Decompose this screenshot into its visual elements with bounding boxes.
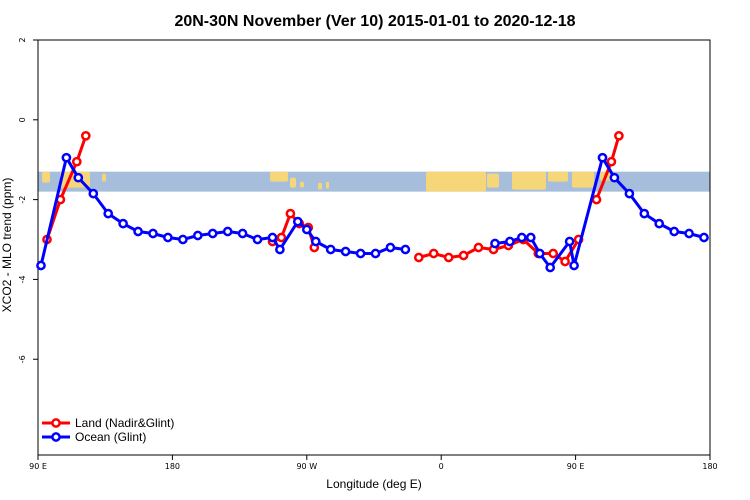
map-land-shape: [426, 171, 486, 192]
data-point: [564, 236, 575, 247]
series-ocean: [36, 152, 709, 273]
data-point: [370, 248, 381, 259]
data-point: [609, 172, 620, 183]
plot-frame: [37, 39, 711, 456]
map-land-shape: [572, 171, 594, 188]
data-point: [516, 232, 527, 243]
data-point: [237, 228, 248, 239]
data-point: [606, 156, 617, 167]
x-axis-ticks: 90 E 180 90 W 0 90 E 180: [29, 455, 718, 471]
map-land-shape: [270, 171, 288, 182]
data-point: [118, 218, 128, 229]
data-point: [133, 226, 143, 237]
data-point: [654, 218, 665, 229]
x-tick-label: 90 W: [296, 462, 317, 471]
data-point: [207, 228, 218, 239]
data-point: [473, 242, 484, 253]
map-land-shape: [300, 181, 304, 188]
data-point: [285, 208, 296, 219]
data-point: [178, 234, 188, 245]
data-point: [684, 228, 694, 239]
legend: Land (Nadir&Glint)Ocean (Glint): [42, 416, 174, 444]
x-tick-label: 180: [165, 462, 180, 471]
x-tick-label: 0: [439, 462, 444, 471]
data-point: [276, 232, 287, 243]
data-point: [699, 232, 709, 243]
x-tick-label: 90 E: [29, 462, 47, 471]
legend-marker: [51, 418, 61, 428]
data-point: [355, 248, 366, 259]
data-point: [443, 252, 454, 263]
data-point: [88, 188, 99, 199]
legend-label: Ocean (Glint): [75, 430, 146, 444]
data-point: [275, 244, 285, 255]
data-point: [591, 194, 602, 205]
data-point: [71, 156, 82, 167]
data-point: [192, 230, 203, 241]
map-land-shape: [290, 177, 296, 188]
data-point: [545, 262, 556, 273]
world-map-strip: [38, 171, 710, 192]
y-axis-label: XCO2 - MLO trend (ppm): [0, 178, 14, 313]
data-point: [103, 208, 114, 219]
y-tick-label: -2: [18, 196, 27, 204]
data-point: [534, 248, 545, 259]
data-point: [73, 172, 84, 183]
data-point: [310, 236, 321, 247]
x-axis-label: Longitude (deg E): [326, 477, 421, 491]
data-point: [61, 152, 72, 163]
data-point: [458, 250, 469, 261]
legend-marker: [51, 432, 61, 442]
data-point: [325, 244, 336, 255]
data-point: [639, 208, 650, 219]
map-land-shape: [318, 182, 322, 190]
map-land-shape: [326, 181, 329, 189]
data-point: [569, 260, 579, 271]
x-tick-label: 180: [702, 462, 717, 471]
x-tick-label: 90 E: [567, 462, 585, 471]
map-land-shape: [487, 173, 499, 188]
data-point: [624, 188, 635, 199]
data-point: [80, 130, 91, 141]
data-point: [222, 226, 233, 237]
y-tick-label: 0: [18, 117, 27, 122]
data-point: [267, 232, 278, 243]
y-tick-label: -4: [18, 275, 27, 283]
data-point: [505, 236, 515, 247]
data-point: [36, 260, 46, 271]
data-point: [490, 238, 500, 249]
data-point: [148, 228, 158, 239]
data-point: [560, 256, 570, 267]
legend-label: Land (Nadir&Glint): [75, 416, 174, 430]
data-point: [413, 252, 424, 263]
data-point: [400, 244, 411, 255]
map-land-shape: [512, 171, 546, 190]
data-point: [340, 246, 351, 257]
series-layer: [36, 130, 709, 273]
series-line: [45, 135, 88, 240]
data-point: [614, 130, 624, 141]
data-point: [548, 248, 559, 259]
y-axis-ticks: 2 0 -2 -4 -6: [18, 37, 38, 363]
data-point: [428, 248, 439, 259]
map-land-shape: [42, 171, 50, 183]
y-tick-label: 2: [18, 37, 27, 42]
data-point: [525, 232, 536, 243]
y-tick-label: -6: [18, 355, 27, 363]
data-point: [385, 242, 396, 253]
data-point: [669, 226, 680, 237]
map-land-shape: [102, 173, 106, 182]
data-point: [292, 216, 303, 227]
data-point: [163, 232, 173, 243]
data-point: [301, 224, 312, 235]
data-point: [597, 152, 608, 163]
chart-title: 20N-30N November (Ver 10) 2015-01-01 to …: [174, 13, 575, 30]
map-land-shape: [548, 171, 568, 182]
data-point: [252, 234, 263, 245]
